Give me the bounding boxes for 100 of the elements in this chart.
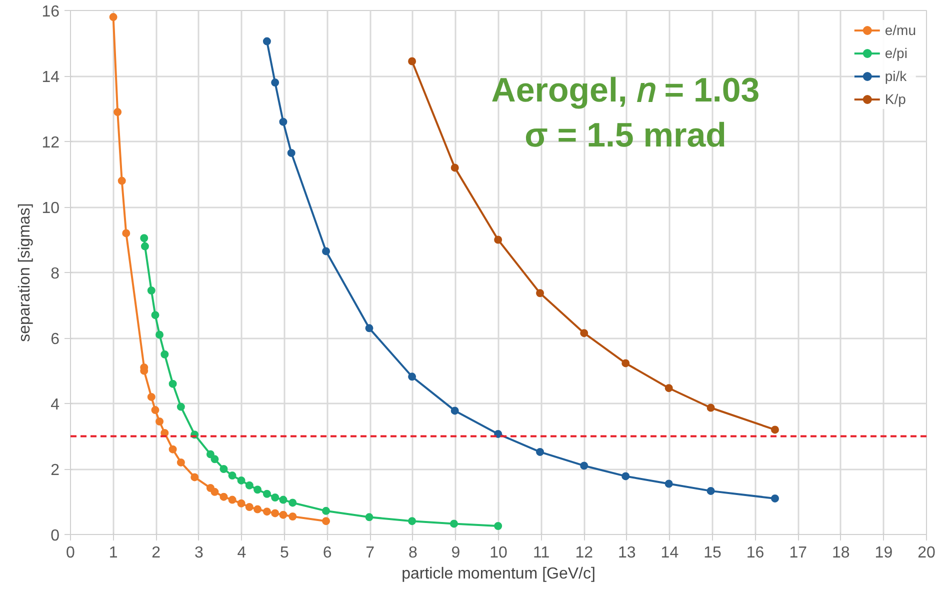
point (271, 509, 280, 518)
legend-label: e/pi (884, 45, 908, 61)
point (262, 508, 271, 516)
x-tick-label: 19 (874, 544, 893, 562)
point (140, 242, 149, 250)
x-tick-label: 20 (918, 544, 936, 562)
y-tick-label: 0 (50, 528, 60, 544)
y-tick-label: 8 (50, 266, 60, 282)
point (168, 445, 177, 454)
point (122, 229, 130, 238)
x-tick-label: 7 (366, 544, 375, 562)
point (237, 476, 246, 484)
point (206, 450, 214, 458)
point (254, 505, 262, 514)
point (140, 234, 148, 242)
point (450, 164, 459, 172)
point (580, 329, 588, 338)
point (118, 176, 126, 185)
x-tick-label: 9 (451, 544, 460, 562)
point (664, 384, 673, 392)
point (160, 350, 169, 358)
x-tick-label: 3 (194, 544, 204, 562)
point (114, 108, 122, 116)
x-tick-label: 5 (280, 544, 290, 562)
x-tick-label: 12 (575, 544, 594, 562)
x-tick-label: 16 (746, 544, 764, 562)
point (408, 517, 416, 526)
x-tick-label: 8 (408, 544, 418, 562)
point (210, 455, 219, 464)
point (279, 118, 288, 126)
point (245, 481, 254, 490)
point (220, 492, 228, 501)
point (322, 506, 330, 515)
point (664, 480, 673, 488)
y-tick-label: 4 (50, 396, 60, 414)
annotation: Aerogel, 𝑛 = 1.03 (491, 72, 760, 110)
y-tick-label: 6 (50, 331, 60, 348)
point (210, 488, 219, 496)
point (770, 426, 779, 434)
y-axis-title: separation [sigmas] (16, 203, 34, 342)
point (190, 473, 199, 482)
x-tick-label: 18 (832, 544, 850, 562)
point (622, 359, 630, 368)
point (770, 494, 779, 502)
x-tick-label: 6 (322, 544, 332, 562)
point (322, 517, 330, 526)
point (494, 430, 502, 438)
point (322, 247, 330, 256)
x-tick-label: 0 (66, 544, 76, 562)
point (262, 490, 271, 498)
legend-label: pi/k (884, 68, 907, 84)
point (156, 330, 164, 339)
x-tick-label: 2 (152, 544, 161, 562)
point (245, 502, 254, 511)
x-tick-label: 11 (532, 544, 550, 562)
x-tick-label: 13 (618, 544, 636, 562)
legend-label: K/p (884, 91, 906, 107)
annotation: σ = 1.5 mrad (524, 116, 726, 154)
point (450, 406, 459, 415)
y-tick-label: 14 (42, 69, 60, 86)
y-tick-label: 2 (50, 462, 60, 479)
point (168, 380, 177, 388)
point (450, 520, 458, 528)
point (494, 522, 502, 530)
point (279, 510, 288, 519)
x-tick-label: 1 (108, 544, 118, 562)
y-tick-label: 12 (42, 134, 60, 152)
point (176, 402, 185, 411)
point (147, 392, 156, 401)
point (494, 236, 502, 244)
point (271, 494, 280, 502)
point (536, 289, 544, 298)
point (109, 13, 118, 22)
point (156, 418, 164, 426)
point (536, 448, 544, 456)
point (288, 512, 297, 520)
y-tick-label: 16 (42, 4, 60, 20)
point (220, 465, 228, 473)
legend-label: e/mu (884, 22, 916, 38)
x-tick-label: 10 (490, 544, 508, 562)
point (365, 324, 374, 332)
point (287, 148, 296, 157)
point (176, 458, 185, 466)
point (706, 404, 715, 412)
point (147, 286, 156, 295)
point (706, 486, 715, 495)
point (151, 311, 160, 320)
point (622, 472, 630, 480)
point (151, 406, 160, 414)
y-tick-label: 10 (42, 200, 60, 217)
x-axis-title: particle momentum [GeV/c] (402, 566, 596, 582)
point (271, 78, 280, 87)
point (279, 496, 288, 504)
point (228, 496, 236, 504)
point (228, 472, 236, 480)
point (580, 462, 588, 470)
point (408, 57, 416, 66)
point (262, 37, 271, 46)
point (408, 372, 416, 381)
point (288, 498, 297, 507)
